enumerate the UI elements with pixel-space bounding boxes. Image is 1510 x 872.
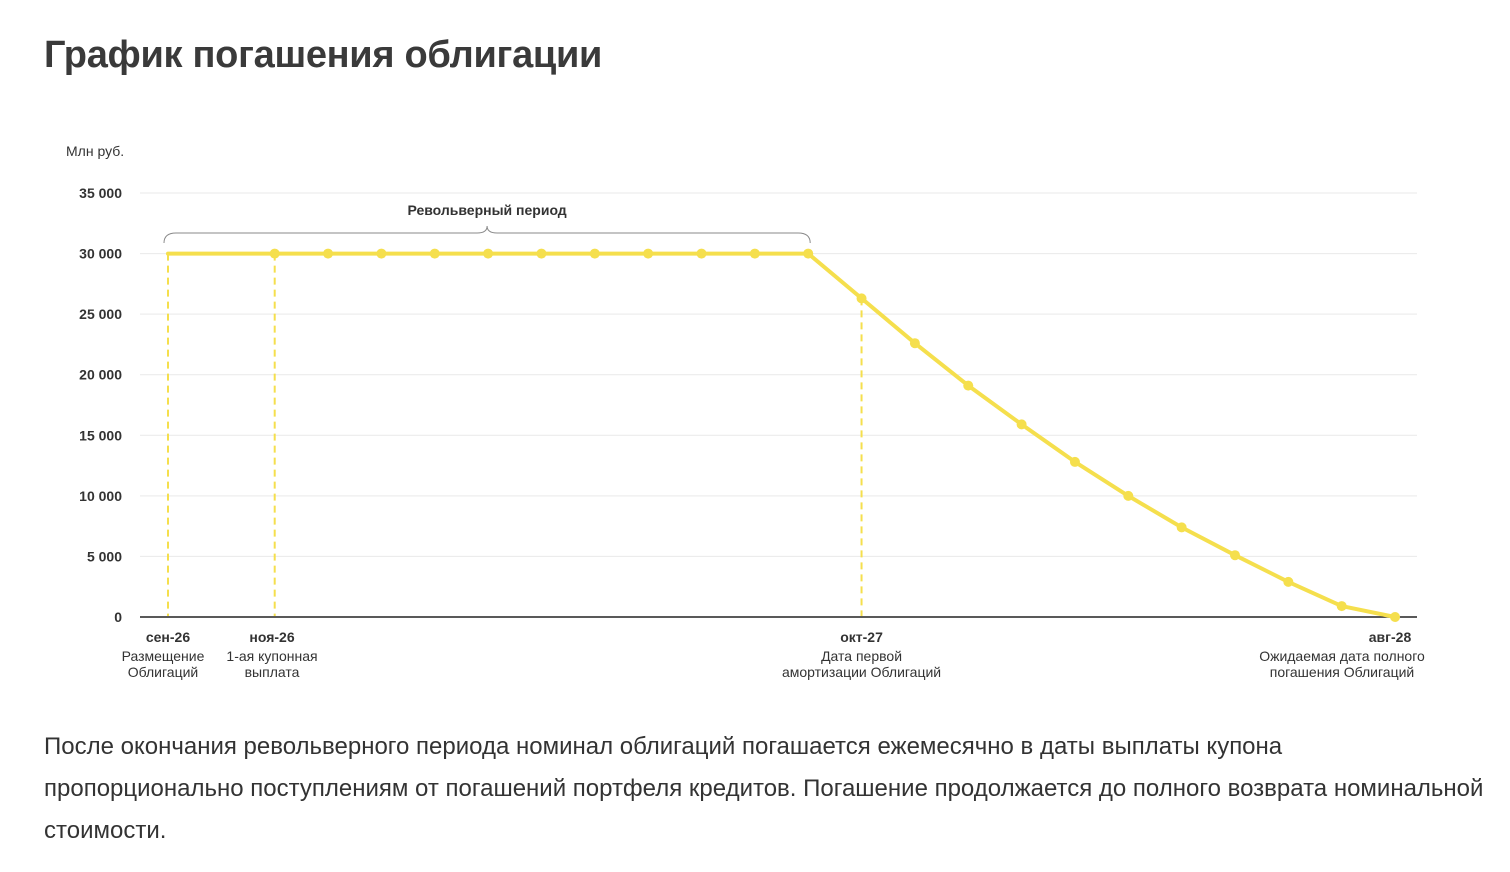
x-milestone-description: выплата [245,664,300,680]
y-tick-label: 15 000 [79,427,122,443]
series-markers [269,248,1401,622]
data-point [483,248,494,259]
data-point [589,248,600,259]
y-tick-label: 30 000 [79,246,122,262]
y-tick-label: 10 000 [79,488,122,504]
data-point [749,248,760,259]
data-point [1176,522,1187,533]
data-point [1390,612,1401,622]
x-milestone-description: 1-ая купонная [226,648,317,664]
x-milestone-label: окт-27 [840,629,883,645]
series-line [166,251,1397,619]
x-milestone-description: погашения Облигаций [1270,664,1415,680]
x-milestone-label: сен-26 [146,629,190,645]
page-title: График погашения облигации [44,34,603,76]
revolving-period-brace: Револьверный период [163,202,811,244]
data-point [963,380,974,391]
data-point [696,248,707,259]
data-point [1336,601,1347,612]
series-line-group [166,251,1397,619]
repayment-chart: Млн руб. 0 5 000 10 000 15 000 20 000 25 000 3… [0,130,1510,700]
y-tick-label: 0 [114,609,122,625]
y-tick-label: 25 000 [79,306,122,322]
y-axis-unit-label: Млн руб. [66,143,124,159]
x-milestone-description: амортизации Облигаций [782,664,941,680]
data-point [429,248,440,259]
data-point [1123,490,1134,501]
milestone-dashed-lines [167,253,863,616]
y-tick-label: 5 000 [87,548,122,564]
brace-shape [163,225,811,244]
data-point [1069,456,1080,467]
data-point [1230,550,1240,561]
x-milestone-description: Размещение [122,648,205,664]
data-point [1283,576,1294,587]
chart-description: После окончания револьверного периода но… [44,733,1484,844]
data-point [376,248,387,259]
data-point [269,248,280,259]
revolving-period-label: Револьверный период [407,202,566,218]
data-point [1016,419,1027,430]
data-point [323,248,334,259]
data-point [803,248,814,259]
y-tick-label: 20 000 [79,367,122,383]
chart-svg: Млн руб. 0 5 000 10 000 15 000 20 000 25 000 3… [66,143,1425,680]
x-milestone-label: авг-28 [1369,629,1412,645]
y-axis-ticks: 0 5 000 10 000 15 000 20 000 25 000 30 000 35 0… [79,185,122,625]
x-milestone-label: ноя-26 [249,629,294,645]
data-point [536,248,547,259]
data-point [856,293,867,304]
y-tick-label: 35 000 [79,185,122,201]
x-milestone-description: Облигаций [128,664,199,680]
x-milestone-description: Ожидаемая дата полного [1259,648,1425,664]
data-point [643,248,654,259]
data-point [909,338,920,349]
x-milestone-description: Дата первой [821,648,902,664]
